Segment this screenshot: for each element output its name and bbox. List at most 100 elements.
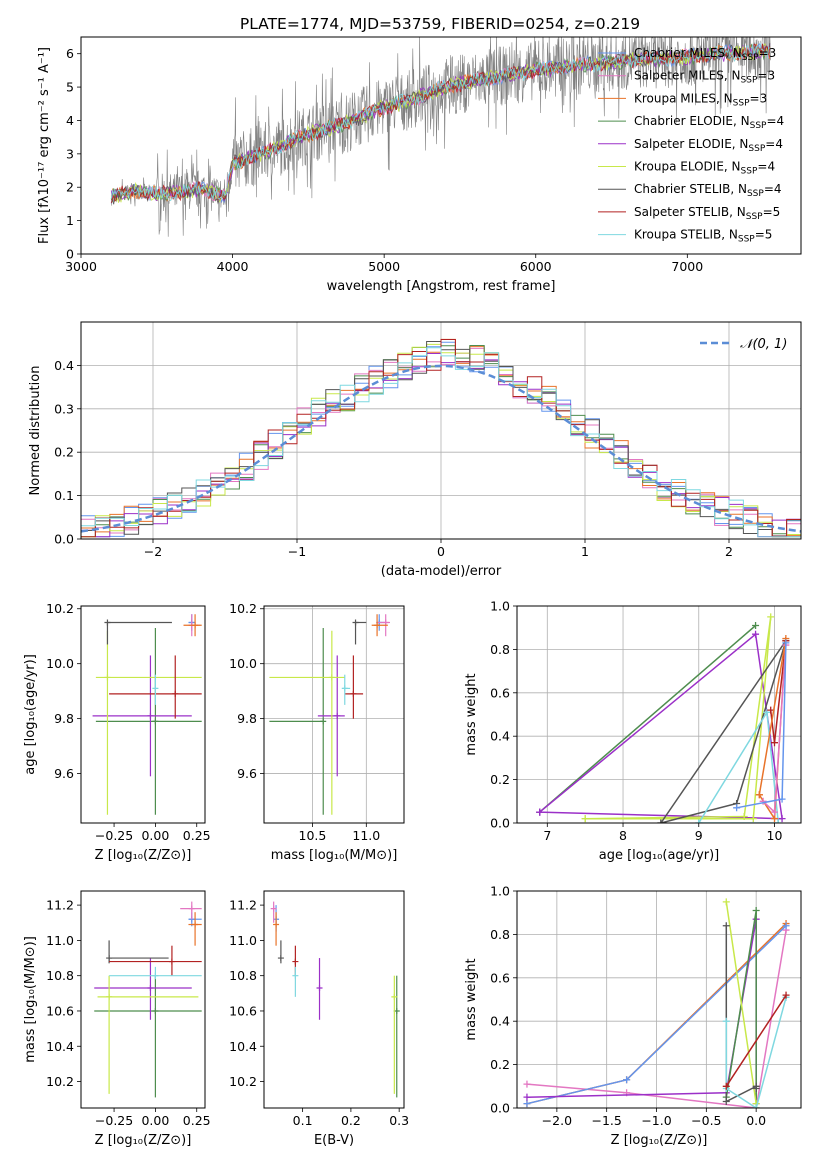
point-marker	[352, 619, 359, 626]
errorbar-point	[391, 975, 398, 1094]
histogram-salpeter-miles	[81, 347, 801, 538]
x-tick-label: −0.5	[691, 1113, 721, 1128]
errorbar-point	[104, 619, 172, 645]
x-axis-label: (data-model)/error	[381, 564, 502, 579]
weight-line-kroupa-elodie	[725, 901, 757, 1108]
errorbar-point	[277, 940, 284, 964]
gaussian-curve	[81, 364, 801, 533]
weight-marker	[778, 815, 786, 823]
x-tick-label: −1.0	[641, 1113, 671, 1128]
y-tick-label: 10.6	[229, 1003, 257, 1018]
legend-value: =4	[766, 114, 784, 128]
point-marker	[104, 619, 111, 626]
errorbar-point	[352, 619, 367, 645]
weight-marker	[770, 815, 778, 823]
axes-frame	[80, 36, 802, 255]
errorbar-point	[106, 940, 169, 964]
x-tick-label: 11.0	[352, 828, 380, 843]
legend-entry: Salpeter STELIB, NSSP=5	[634, 205, 780, 222]
point-marker	[168, 958, 175, 965]
point-marker	[341, 685, 348, 692]
axes-frame	[263, 890, 405, 1109]
weight-marker	[778, 795, 786, 803]
legend-entry: Kroupa STELIB, NSSP=5	[634, 228, 772, 245]
y-tick-label: 4	[66, 113, 74, 128]
y-tick-label: 5	[66, 80, 74, 95]
point-marker	[277, 955, 284, 962]
weight-marker	[767, 613, 775, 621]
x-axis-label: Z [log₁₀(Z/Z⊙)]	[95, 1133, 192, 1148]
errorbar-point	[188, 912, 202, 946]
y-tick-label: 0.6	[490, 685, 510, 700]
y-tick-label: 0.4	[490, 729, 510, 744]
errorbar-point	[95, 627, 202, 815]
legend-subscript: SSP	[741, 76, 758, 86]
model-line-kroupa-stelib	[110, 42, 771, 202]
legend-value: =5	[755, 228, 773, 242]
legend-value: =4	[765, 137, 783, 151]
point-marker	[382, 619, 389, 626]
errorbar-point	[341, 674, 351, 705]
y-tick-label: 0.2	[54, 445, 74, 460]
legend-entry: Chabrier STELIB, NSSP=4	[634, 182, 782, 199]
y-axis-label: Flux [fλ10⁻¹⁷ erg cm⁻² s⁻¹ A⁻¹]	[37, 47, 52, 244]
chart-age_vs_mass: 10.5 11.0 9.6 9.8 10.0 10.2 mass [log₁₀(M/M⊙)]	[229, 601, 405, 863]
legend-subscript: SSP	[733, 98, 750, 108]
errorbar-point	[94, 958, 192, 1020]
plot-area	[269, 614, 390, 815]
legend-value: =4	[764, 182, 782, 196]
y-tick-label: 1.0	[490, 884, 510, 899]
weight-marker	[722, 898, 730, 906]
errorbar-point	[269, 627, 327, 815]
weight-line-kroupa-elodie	[585, 616, 772, 820]
legend-subscript: SSP	[750, 121, 767, 131]
y-tick-label: 0.4	[490, 1014, 510, 1029]
errorbar-point	[270, 901, 277, 923]
legend: Chabrier MILES, NSSP=3 Salpeter MILES, NS…	[598, 46, 784, 245]
weight-line-salpeter-elodie	[539, 632, 783, 820]
y-tick-label: 10.2	[229, 601, 257, 616]
legend-subscript: SSP	[738, 235, 755, 245]
point-marker	[350, 690, 357, 697]
y-tick-label: 11.2	[46, 898, 74, 913]
y-tick-label: 1.0	[490, 599, 510, 614]
x-axis-label: age [log₁₀(age/yr)]	[599, 848, 720, 863]
plot-area	[92, 614, 202, 815]
y-axis-label: Normed distribution	[28, 366, 43, 496]
x-axis-label: mass [log₁₀(M/M⊙)]	[271, 848, 398, 863]
legend-entry: Chabrier ELODIE, NSSP=4	[634, 114, 784, 131]
weight-marker	[752, 622, 760, 630]
y-tick-label: 10.2	[229, 1074, 257, 1089]
point-marker	[152, 972, 159, 979]
y-tick-label: 11.2	[229, 898, 257, 913]
axes-frame	[263, 605, 405, 824]
y-tick-label: 3	[66, 146, 74, 161]
x-tick-label: −1.5	[592, 1113, 622, 1128]
y-tick-label: 0.3	[54, 401, 74, 416]
legend-entry: Salpeter MILES, NSSP=3	[634, 69, 775, 86]
x-tick-label: 0.3	[389, 1113, 409, 1128]
weight-marker	[623, 1076, 631, 1084]
x-axis-label: E(B-V)	[314, 1133, 354, 1148]
y-tick-label: 10.2	[46, 601, 74, 616]
chart-mass_vs_ebv: 0.1 0.2 0.3 10.2 10.4 10.6 10.8 11.0 11.2 E(B-V)	[229, 890, 409, 1148]
legend-subscript: SSP	[747, 189, 764, 199]
errorbar-point	[109, 966, 202, 980]
weight-marker	[722, 1097, 730, 1105]
weight-line-kroupa-stelib	[725, 997, 787, 1108]
y-tick-label: 0	[66, 247, 74, 262]
x-tick-label: 6000	[520, 259, 552, 274]
y-tick-label: 0.4	[54, 358, 74, 373]
x-tick-label: 0.25	[183, 828, 211, 843]
y-axis-label: mass weight	[464, 958, 479, 1040]
x-tick-label: 0.2	[341, 1113, 361, 1128]
errorbar-point	[183, 614, 202, 637]
weight-marker	[722, 1017, 730, 1025]
weight-line-salpeter-elodie	[526, 919, 757, 1104]
axes-frame	[80, 321, 802, 540]
figure-title: PLATE=1774, MJD=53759, FIBERID=0254, z=0…	[240, 15, 640, 33]
point-marker	[192, 622, 199, 629]
weight-marker	[759, 797, 767, 805]
x-tick-label: 10.5	[299, 828, 327, 843]
point-marker	[192, 921, 199, 928]
